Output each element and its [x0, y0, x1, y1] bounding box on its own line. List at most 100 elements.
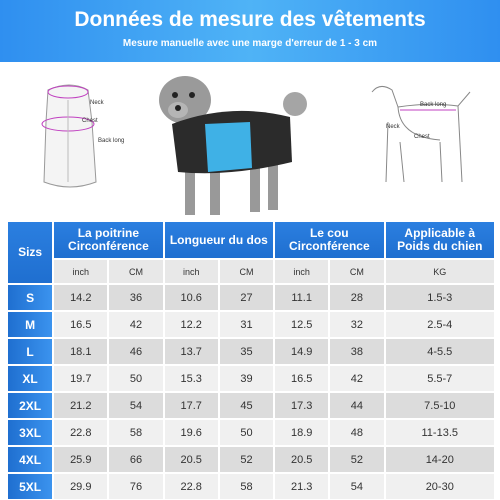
cell: 22.8: [164, 474, 218, 499]
group-header-line: Applicable à: [404, 226, 476, 240]
subheader: KG: [385, 260, 494, 283]
cell: 27: [219, 285, 274, 310]
cell: 31: [219, 312, 274, 337]
group-header-line: Circonférence: [288, 239, 370, 253]
cell: 50: [109, 366, 163, 391]
cell: 58: [219, 474, 274, 499]
size-cell: S: [8, 285, 53, 310]
cell: 12.5: [275, 312, 329, 337]
cell: 20-30: [385, 474, 494, 499]
group-header-line: Longueur du dos: [169, 232, 268, 247]
cell: 54: [109, 393, 163, 418]
cell: 16.5: [275, 366, 329, 391]
vest-label: Neck: [90, 100, 105, 106]
size-cell: 2XL: [8, 393, 53, 418]
table-row: 5XL 29.9 76 22.8 58 21.3 54 20-30: [8, 474, 494, 499]
cell: 5.5-7: [385, 366, 494, 391]
group-header-line: Le cou: [309, 226, 349, 240]
cell: 76: [109, 474, 163, 499]
header-row: Sizs La poitrine Circonférence Longueur du …: [8, 222, 494, 283]
vest-sketch: [41, 84, 97, 188]
size-cell: XL: [8, 366, 53, 391]
cell: 38: [330, 339, 384, 364]
dog-label: Chest: [414, 134, 430, 140]
cell: 50: [219, 420, 274, 445]
cell: 21.3: [275, 474, 329, 499]
dog-label: Neck: [386, 124, 401, 130]
cell: 14.9: [275, 339, 329, 364]
table-row: 2XL 21.2 54 17.7 45 17.3 44 7.5-10: [8, 393, 494, 418]
group-header-line: Poids du chien: [397, 239, 483, 253]
cell: 25.9: [54, 447, 108, 472]
size-cell: 5XL: [8, 474, 53, 499]
cell: 11-13.5: [385, 420, 494, 445]
title: Données de mesure des vêtements: [74, 8, 426, 31]
cell: 36: [109, 285, 163, 310]
cell: 54: [330, 474, 384, 499]
cell: 4-5.5: [385, 339, 494, 364]
cell: 16.5: [54, 312, 108, 337]
cell: 13.7: [164, 339, 218, 364]
cell: 45: [219, 393, 274, 418]
cell: 42: [330, 366, 384, 391]
cell: 44: [330, 393, 384, 418]
header-band: Données de mesure des vêtements Mesure m…: [0, 0, 500, 62]
subtitle: Mesure manuelle avec une marge d'erreur …: [122, 38, 378, 49]
group-header: Applicable à Poids du chien: [385, 222, 494, 258]
vest-label: Chest: [82, 118, 98, 124]
cell: 32: [330, 312, 384, 337]
vest-label: Back long: [98, 138, 124, 144]
cell: 12.2: [164, 312, 218, 337]
size-table: Sizs La poitrine Circonférence Longueur du …: [6, 220, 496, 500]
cell: 14-20: [385, 447, 494, 472]
illustrations: Neck Chest Back long Back long Neck Ches…: [41, 76, 471, 215]
cell: 2.5-4: [385, 312, 494, 337]
subheader: inch: [54, 260, 108, 283]
subheader: CM: [219, 260, 274, 283]
cell: 52: [219, 447, 274, 472]
group-header-line: La poitrine: [77, 226, 140, 240]
cell: 19.7: [54, 366, 108, 391]
dog-label: Back long: [420, 102, 446, 108]
dog-photo: [159, 76, 307, 215]
cell: 21.2: [54, 393, 108, 418]
group-header: La poitrine Circonférence: [54, 222, 163, 258]
cell: 42: [109, 312, 163, 337]
cell: 52: [330, 447, 384, 472]
size-cell: 4XL: [8, 447, 53, 472]
cell: 15.3: [164, 366, 218, 391]
cell: 18.1: [54, 339, 108, 364]
table-row: S 14.2 36 10.6 27 11.1 28 1.5-3: [8, 285, 494, 310]
cell: 20.5: [164, 447, 218, 472]
cell: 14.2: [54, 285, 108, 310]
subheader: CM: [109, 260, 163, 283]
dog-sketch: [371, 86, 471, 183]
table-row: L 18.1 46 13.7 35 14.9 38 4-5.5: [8, 339, 494, 364]
subheader-row: inch CM inch CM inch CM KG: [8, 260, 494, 283]
subheader: inch: [164, 260, 218, 283]
subheader: CM: [330, 260, 384, 283]
cell: 28: [330, 285, 384, 310]
size-header: Sizs: [8, 222, 53, 283]
cell: 66: [109, 447, 163, 472]
cell: 46: [109, 339, 163, 364]
cell: 22.8: [54, 420, 108, 445]
cell: 19.6: [164, 420, 218, 445]
table-row: 4XL 25.9 66 20.5 52 20.5 52 14-20: [8, 447, 494, 472]
cell: 58: [109, 420, 163, 445]
subheader: inch: [275, 260, 329, 283]
group-header-line: Circonférence: [68, 239, 149, 253]
cell: 11.1: [275, 285, 329, 310]
cell: 10.6: [164, 285, 218, 310]
size-cell: 3XL: [8, 420, 53, 445]
cell: 48: [330, 420, 384, 445]
size-cell: M: [8, 312, 53, 337]
table-row: XL 19.7 50 15.3 39 16.5 42 5.5-7: [8, 366, 494, 391]
cell: 39: [219, 366, 274, 391]
size-cell: L: [8, 339, 53, 364]
cell: 1.5-3: [385, 285, 494, 310]
cell: 7.5-10: [385, 393, 494, 418]
table-row: 3XL 22.8 58 19.6 50 18.9 48 11-13.5: [8, 420, 494, 445]
cell: 18.9: [275, 420, 329, 445]
